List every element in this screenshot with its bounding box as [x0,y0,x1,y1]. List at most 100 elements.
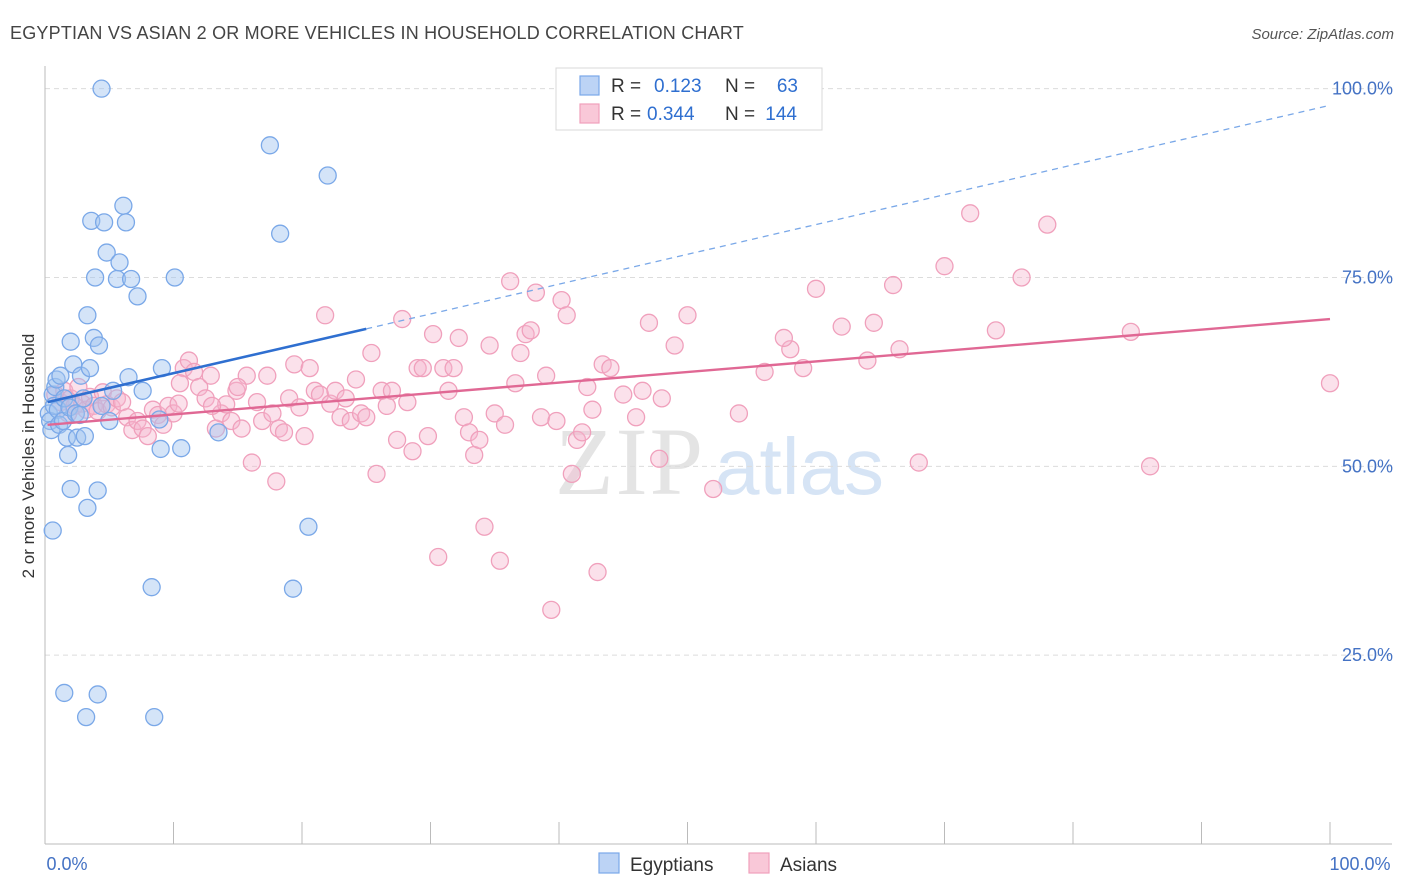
y-tick-label-25: 25.0% [1342,645,1393,665]
egyptians-point [76,707,96,727]
asians-point [408,358,427,378]
stats-legend-box [555,67,823,131]
asians-point [506,374,525,393]
asians-point [201,366,220,385]
egyptians-point [114,196,133,215]
asians-point [418,426,438,446]
asians-r-label: R = [611,104,641,125]
asians-point [578,377,597,397]
asians-point [614,385,633,404]
asians-point [377,396,396,416]
asians-point [521,321,540,340]
egyptians-point [55,683,74,703]
asians-point [755,362,774,382]
y-tick-label-100: 100.0% [1332,79,1393,99]
asians-point [393,309,412,329]
asians-n-label: N = [725,104,755,125]
asians-point [583,400,602,419]
asians-point [169,394,188,413]
egyptians-point [80,358,100,378]
asians-point [781,340,800,359]
asians-point [639,313,659,332]
chart-source: Source: ZipAtlas.com [1251,26,1394,43]
egyptians-point [78,498,97,518]
asians-point [961,204,980,223]
egyptians-point [97,243,116,262]
egyptians-point [110,253,129,272]
asians-point [1320,374,1340,393]
asians-point [495,415,515,434]
asians-point [398,392,417,412]
asians-point [258,366,277,385]
egyptians-point [48,400,67,419]
asians-point [449,328,468,348]
asians-point [454,408,474,427]
asians-point [274,423,294,442]
egyptians-point [142,578,161,597]
asians-point [531,408,551,427]
asians-point [678,306,697,325]
egyptians-point [209,423,228,442]
egyptians-point [43,521,62,540]
egyptians-point [271,224,290,243]
egyptians-point [61,332,80,351]
egyptians-point [318,166,337,185]
egyptians-point [165,268,184,287]
asians-point [542,600,561,619]
asians-point [170,374,190,393]
asians-point [572,423,592,442]
asians-point [935,257,954,276]
egyptians-point [283,579,303,598]
asians-point [485,404,504,423]
egyptians-point [88,685,107,704]
asians-point [279,389,299,408]
asians-point [367,464,386,484]
asians-point [285,355,304,374]
asians-point [357,408,376,427]
asians-point [290,398,309,417]
egyptians-bottom-swatch [598,852,620,874]
asians-point [883,275,903,295]
asians-bottom-swatch [748,852,770,874]
asians-point [336,389,355,408]
asians-point [652,389,671,408]
egyptians-trend-extension [366,104,1331,330]
asians-point [633,381,652,400]
asians-point [490,551,510,570]
egyptians-trend-line [47,327,367,404]
asians-point [1140,457,1160,476]
asians-point [480,336,499,355]
egyptians-point [92,396,111,416]
asians-point [362,343,381,363]
egyptians-point [299,517,318,536]
asians-point [806,279,826,298]
axes [44,66,1392,845]
asians-point [858,351,877,370]
asians-point [267,472,286,491]
asians-r-value: 0.344 [647,104,695,125]
asians-point [315,306,335,325]
asians-point [413,358,432,378]
egyptians-point [151,439,170,459]
asians-point [300,358,319,378]
watermark: ZIP atlas [555,408,884,515]
asians-point [864,313,883,332]
asians-point [196,389,215,408]
asians-point [537,366,556,385]
asians-point [331,408,350,427]
asians-point [228,377,247,397]
egyptians-point [75,426,94,446]
egyptians-point [88,481,107,500]
asians-point [465,445,484,465]
asians-point [986,321,1006,340]
asians-trend-line [47,317,1331,426]
egyptians-r-label: R = [611,76,641,97]
stats-legend: R = 0.123 N = 63 R = 0.344 N = 144 [555,67,823,131]
asians-point [626,408,646,427]
series-legend: Egyptians Asians [598,852,837,876]
svg-text:ZIP: ZIP [555,408,705,515]
egyptians-point [133,381,152,400]
egyptians-point [94,213,114,232]
asians-point [665,336,684,355]
